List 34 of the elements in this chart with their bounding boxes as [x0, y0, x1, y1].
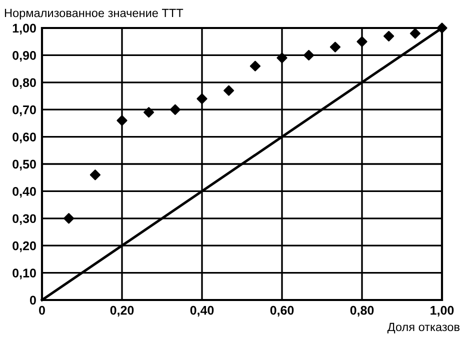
point: [90, 170, 100, 180]
point: [384, 30, 394, 42]
point: [410, 28, 420, 39]
point: [276, 52, 288, 64]
x-tick-label: 0,40: [190, 306, 214, 317]
y-tick-label: 0,80: [12, 78, 36, 89]
y-tick-label: 0,10: [12, 268, 36, 280]
y-tick-label: 1,00: [12, 24, 36, 34]
point: [63, 213, 74, 224]
point: [170, 104, 180, 115]
point: [224, 85, 234, 96]
x-tick-label: 0,60: [270, 306, 294, 317]
y-tick-label: 0,90: [12, 51, 36, 62]
x-tick-label: 0: [39, 306, 45, 315]
point: [196, 93, 208, 104]
y-tick-label: 0,40: [12, 187, 36, 198]
point: [330, 42, 340, 52]
y-tick-label: 0: [30, 296, 36, 305]
x-tick-label: 1,00: [430, 306, 454, 317]
point: [250, 60, 260, 72]
y-tick-label: 0,60: [12, 132, 36, 144]
x-axis-title: Доля отказов: [387, 322, 460, 334]
y-tick-label: 0,50: [12, 160, 36, 170]
point: [144, 107, 154, 118]
x-tick-label: 0,20: [110, 306, 134, 317]
y-axis-title: Нормализованное значение ТТТ: [4, 8, 184, 20]
y-tick-label: 0,20: [12, 241, 36, 252]
point: [356, 36, 368, 47]
point: [116, 115, 128, 126]
y-tick-label: 0,70: [12, 105, 36, 116]
point: [436, 22, 448, 34]
y-tick-label: 0,30: [12, 214, 36, 225]
x-tick-label: 0,80: [350, 306, 374, 317]
point: [304, 50, 314, 60]
